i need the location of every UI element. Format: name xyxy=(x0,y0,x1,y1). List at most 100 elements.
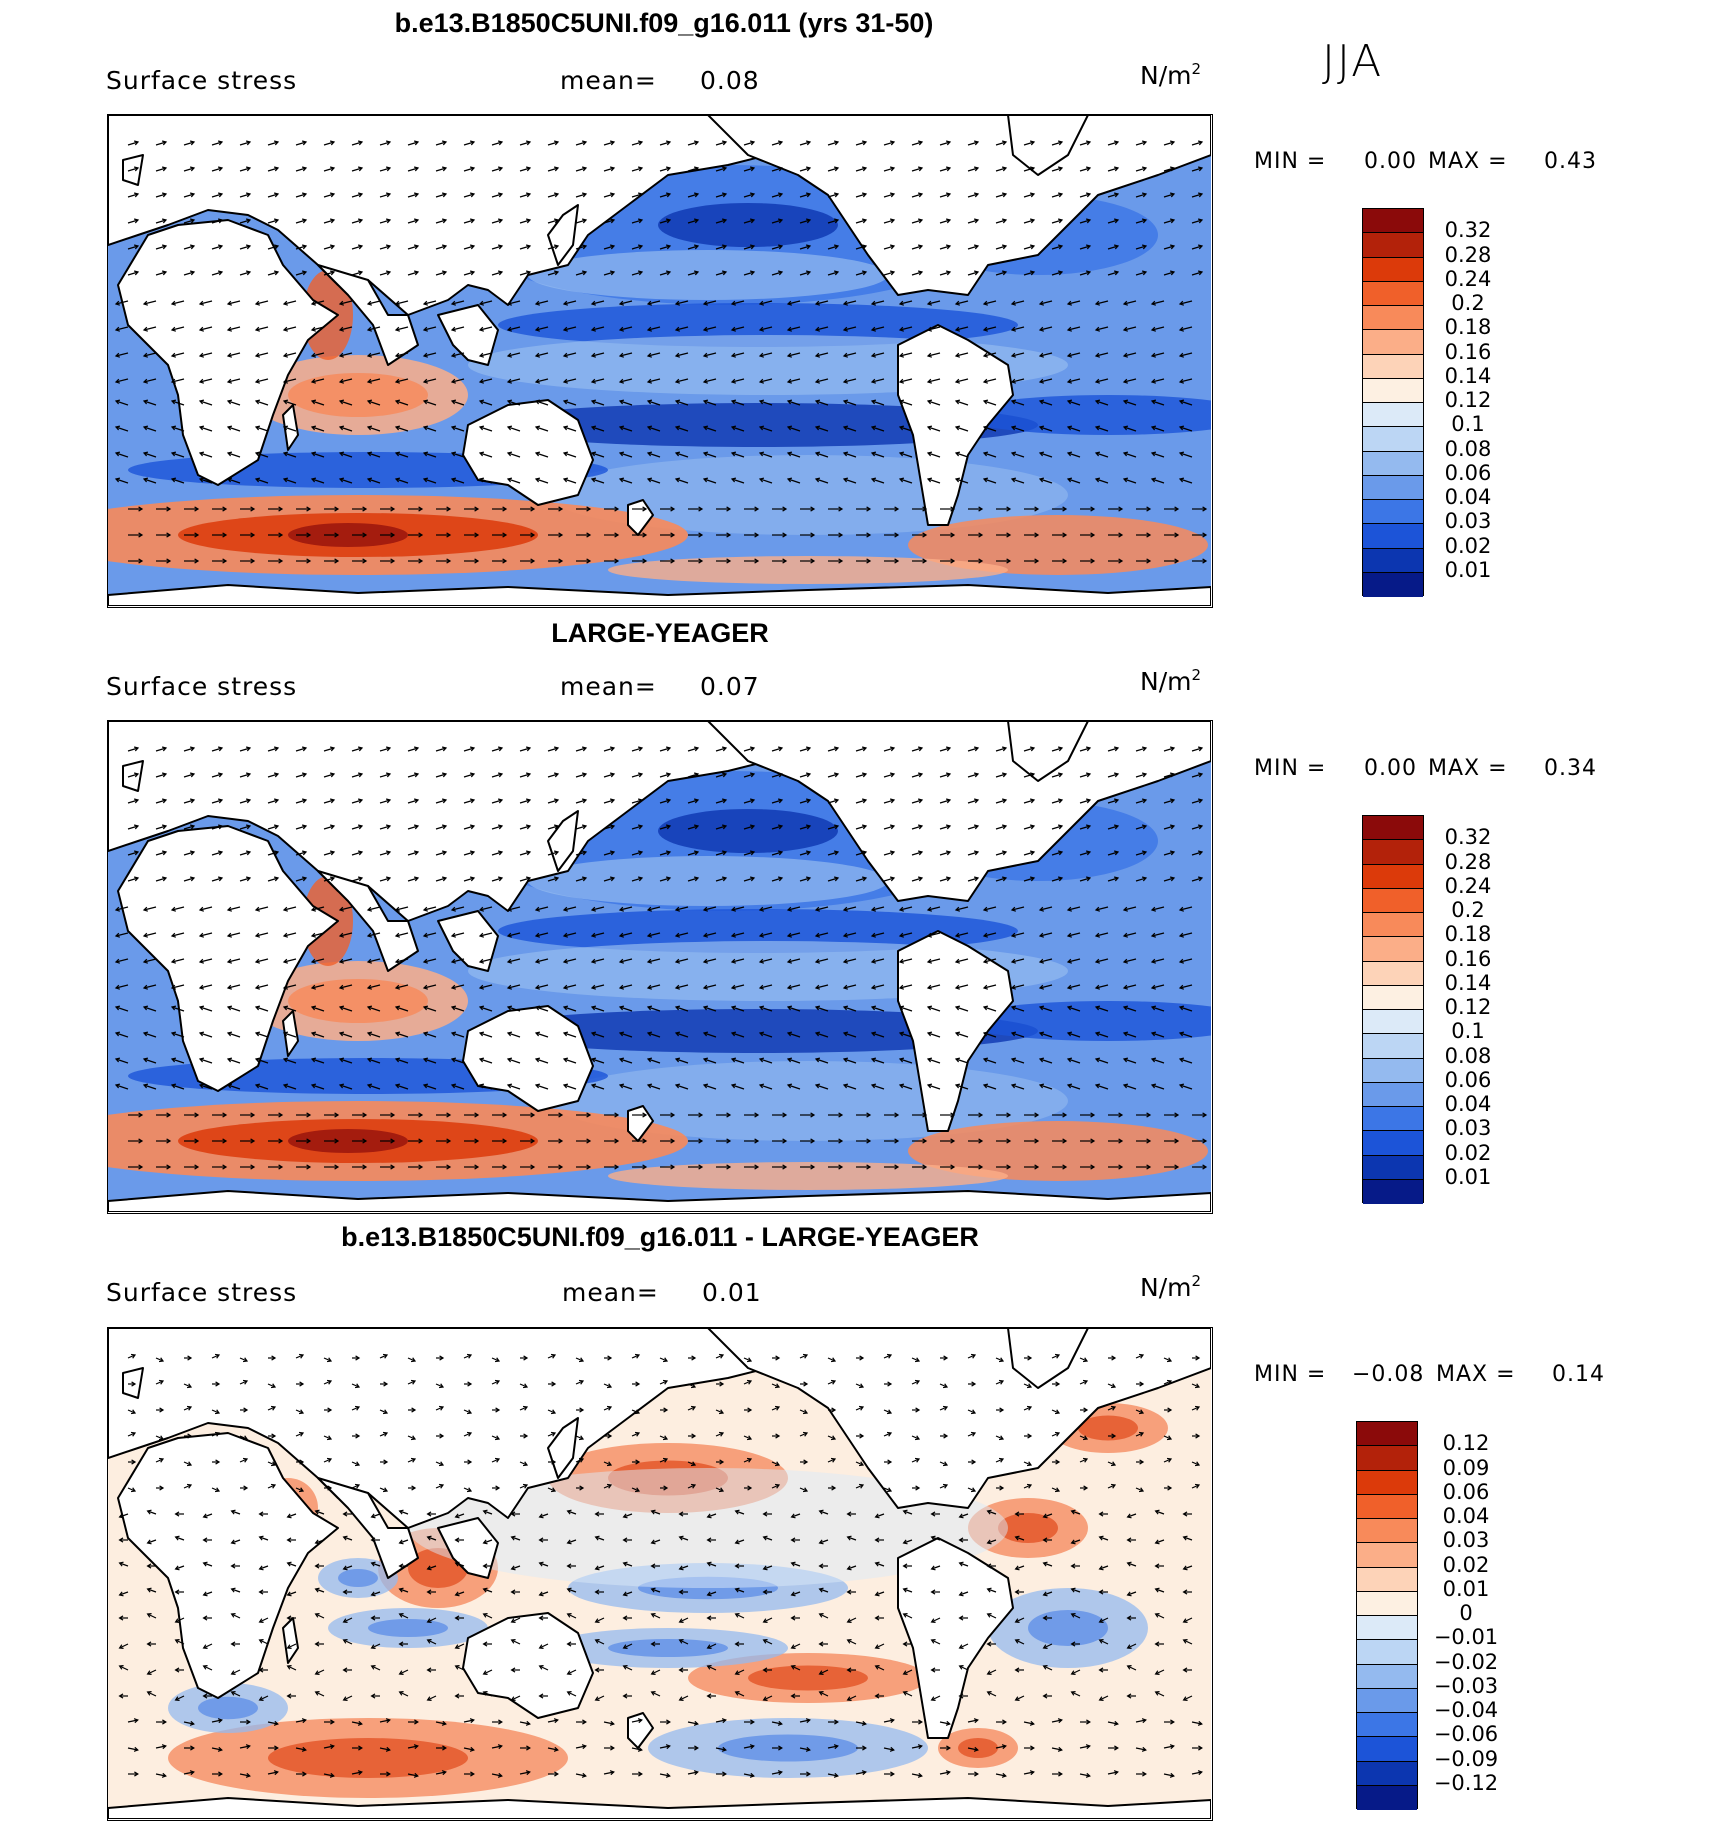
colorbar-segment xyxy=(1357,1640,1417,1665)
colorbar-segment xyxy=(1357,1664,1417,1689)
colorbar-segment xyxy=(1357,1446,1417,1471)
colorbar-segment xyxy=(1363,209,1423,234)
max-label-model: MAX = xyxy=(1428,149,1508,174)
colorbar-segment xyxy=(1363,500,1423,525)
colorbar-tick-label: 0.04 xyxy=(1442,1504,1490,1528)
colorbar-segment xyxy=(1363,864,1423,889)
colorbar-segment xyxy=(1363,257,1423,282)
colorbar-tick-label: 0.04 xyxy=(1444,1092,1492,1116)
colorbar-segment xyxy=(1363,1179,1423,1204)
colorbar-segment xyxy=(1363,1107,1423,1132)
min-value-obs: 0.00 xyxy=(1364,756,1417,781)
map-diff xyxy=(107,1327,1213,1821)
colorbar-tick-label: −0.03 xyxy=(1433,1673,1499,1698)
colorbar-segment xyxy=(1363,1010,1423,1035)
colorbar-segment xyxy=(1363,451,1423,476)
colorbar-diff xyxy=(1356,1421,1418,1810)
colorbar-segment xyxy=(1363,403,1423,428)
min-label-obs: MIN = xyxy=(1254,756,1327,781)
max-value-model: 0.43 xyxy=(1544,149,1597,174)
colorbar-tick-label: 0.09 xyxy=(1442,1455,1490,1480)
min-value-model: 0.00 xyxy=(1364,149,1417,174)
mean-value-diff: 0.01 xyxy=(702,1278,762,1307)
colorbar-tick-label: 0 xyxy=(1459,1601,1473,1625)
colorbar-tick-label: 0.18 xyxy=(1444,922,1492,947)
colorbar-tick-label: 0.16 xyxy=(1444,339,1492,364)
colorbar-tick-label: −0.04 xyxy=(1433,1698,1499,1722)
colorbar-obs xyxy=(1362,815,1424,1204)
mean-value-model: 0.08 xyxy=(700,66,760,95)
colorbar-segment xyxy=(1357,1422,1417,1447)
colorbar-segment xyxy=(1363,1155,1423,1180)
colorbar-tick-label: 0.03 xyxy=(1444,1116,1492,1141)
colorbar-tick-label: 0.12 xyxy=(1442,1431,1490,1456)
colorbar-tick-label: 0.14 xyxy=(1444,970,1492,995)
colorbar-tick-label: 0.12 xyxy=(1444,388,1492,412)
colorbar-tick-label: 0.24 xyxy=(1444,873,1492,898)
mean-label-diff: mean= xyxy=(562,1278,659,1307)
colorbar-segment xyxy=(1363,1131,1423,1156)
max-label-diff: MAX = xyxy=(1436,1362,1516,1387)
variable-label-model: Surface stress xyxy=(106,66,298,95)
variable-label-diff: Surface stress xyxy=(106,1278,298,1307)
max-value-obs: 0.34 xyxy=(1544,756,1597,781)
colorbar-tick-label: 0.02 xyxy=(1442,1552,1490,1577)
colorbar-tick-label: 0.02 xyxy=(1444,533,1492,558)
map-obs xyxy=(107,720,1213,1214)
max-label-obs: MAX = xyxy=(1428,756,1508,781)
colorbar-tick-label: 0.28 xyxy=(1444,242,1492,267)
colorbar-segment xyxy=(1357,1616,1417,1641)
colorbar-tick-label: 0.1 xyxy=(1451,1019,1485,1044)
colorbar-tick-label: 0.14 xyxy=(1444,363,1492,388)
colorbar-tick-label: 0.06 xyxy=(1444,1067,1492,1092)
colorbar-tick-label: 0.16 xyxy=(1444,946,1492,971)
colorbar-segment xyxy=(1363,937,1423,962)
colorbar-segment xyxy=(1363,524,1423,549)
colorbar-segment xyxy=(1363,354,1423,379)
colorbar-tick-label: 0.03 xyxy=(1444,509,1492,534)
colorbar-segment xyxy=(1357,1470,1417,1495)
colorbar-tick-label: 0.18 xyxy=(1444,315,1492,340)
colorbar-segment xyxy=(1363,233,1423,258)
colorbar-segment xyxy=(1363,961,1423,986)
colorbar-segment xyxy=(1357,1737,1417,1762)
colorbar-segment xyxy=(1357,1688,1417,1713)
panel-title-model: b.e13.B1850C5UNI.f09_g16.011 (yrs 31-50) xyxy=(394,8,934,38)
units-label-model: N/m2 xyxy=(1140,60,1202,90)
colorbar-tick-label: 0.28 xyxy=(1444,849,1492,874)
colorbar-segment xyxy=(1363,330,1423,355)
colorbar-segment xyxy=(1363,1082,1423,1107)
colorbar-segment xyxy=(1357,1567,1417,1592)
colorbar-tick-label: 0.32 xyxy=(1444,825,1492,850)
colorbar-model xyxy=(1362,208,1424,597)
min-label-model: MIN = xyxy=(1254,149,1327,174)
colorbar-segment xyxy=(1363,985,1423,1010)
colorbar-tick-label: 0.08 xyxy=(1444,1043,1492,1068)
colorbar-segment xyxy=(1363,1058,1423,1083)
mean-label-model: mean= xyxy=(560,66,657,95)
colorbar-tick-label: 0.06 xyxy=(1444,460,1492,485)
panel-title-obs: LARGE-YEAGER xyxy=(551,618,769,648)
colorbar-segment xyxy=(1357,1761,1417,1786)
colorbar-tick-label: 0.2 xyxy=(1451,898,1485,922)
colorbar-tick-label: 0.04 xyxy=(1444,485,1492,509)
colorbar-segment xyxy=(1357,1494,1417,1519)
colorbar-tick-label: 0.12 xyxy=(1444,995,1492,1019)
colorbar-tick-label: 0.06 xyxy=(1442,1479,1490,1504)
variable-label-obs: Surface stress xyxy=(106,672,298,701)
season-label: JJA xyxy=(1322,36,1384,87)
colorbar-segment xyxy=(1363,306,1423,331)
colorbar-tick-label: −0.01 xyxy=(1433,1625,1499,1650)
colorbar-segment xyxy=(1357,1543,1417,1568)
colorbar-tick-label: −0.09 xyxy=(1433,1746,1499,1771)
colorbar-segment xyxy=(1357,1785,1417,1810)
colorbar-tick-label: 0.08 xyxy=(1444,436,1492,461)
colorbar-segment xyxy=(1363,281,1423,306)
colorbar-labels-obs: 0.32 0.28 0.24 0.2 0.18 0.16 0.14 0.12 0.1 0.08 0.… xyxy=(1428,815,1508,1203)
colorbar-segment xyxy=(1357,1713,1417,1738)
colorbar-segment xyxy=(1363,913,1423,938)
colorbar-segment xyxy=(1363,427,1423,452)
colorbar-tick-label: −0.02 xyxy=(1433,1649,1499,1674)
mean-label-obs: mean= xyxy=(560,672,657,701)
colorbar-tick-label: −0.12 xyxy=(1433,1770,1499,1795)
